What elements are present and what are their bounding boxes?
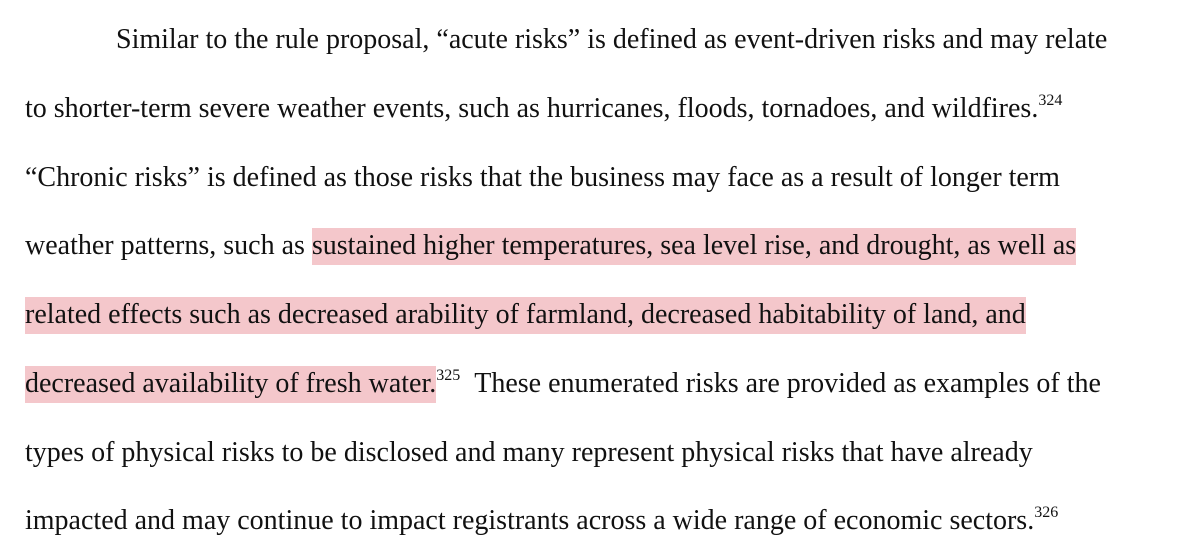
- highlighted-text: decreased availability of fresh water.: [25, 366, 437, 403]
- line-text: impacted and may continue to impact regi…: [25, 505, 1035, 536]
- paragraph-line-3: “Chronic risks” is defined as those risk…: [25, 160, 1060, 196]
- paragraph-line-2: to shorter-term severe weather events, s…: [25, 91, 1062, 127]
- paragraph-line-7: types of physical risks to be disclosed …: [25, 435, 1033, 471]
- paragraph-line-1: Similar to the rule proposal, “acute ris…: [116, 22, 1107, 58]
- line-text: Similar to the rule proposal, “acute ris…: [116, 24, 1108, 55]
- footnote-ref-326[interactable]: 326: [1034, 504, 1059, 521]
- line-text: “Chronic risks” is defined as those risk…: [25, 162, 1060, 193]
- highlighted-text: sustained higher temperatures, sea level…: [311, 228, 1077, 265]
- line-text: to shorter-term severe weather events, s…: [25, 93, 1039, 124]
- footnote-ref-324[interactable]: 324: [1038, 92, 1063, 109]
- footnote-ref-325[interactable]: 325: [436, 367, 461, 384]
- highlighted-text: related effects such as decreased arabil…: [25, 297, 1026, 334]
- paragraph-line-4: weather patterns, such as sustained high…: [25, 228, 1077, 265]
- line-text: types of physical risks to be disclosed …: [25, 437, 1033, 468]
- line-text: weather patterns, such as: [25, 230, 312, 261]
- paragraph-line-8: impacted and may continue to impact regi…: [25, 503, 1058, 539]
- paragraph-line-5: related effects such as decreased arabil…: [25, 297, 1026, 334]
- line-text: These enumerated risks are provided as e…: [474, 368, 1101, 399]
- paragraph-line-6: decreased availability of fresh water.32…: [25, 366, 1101, 403]
